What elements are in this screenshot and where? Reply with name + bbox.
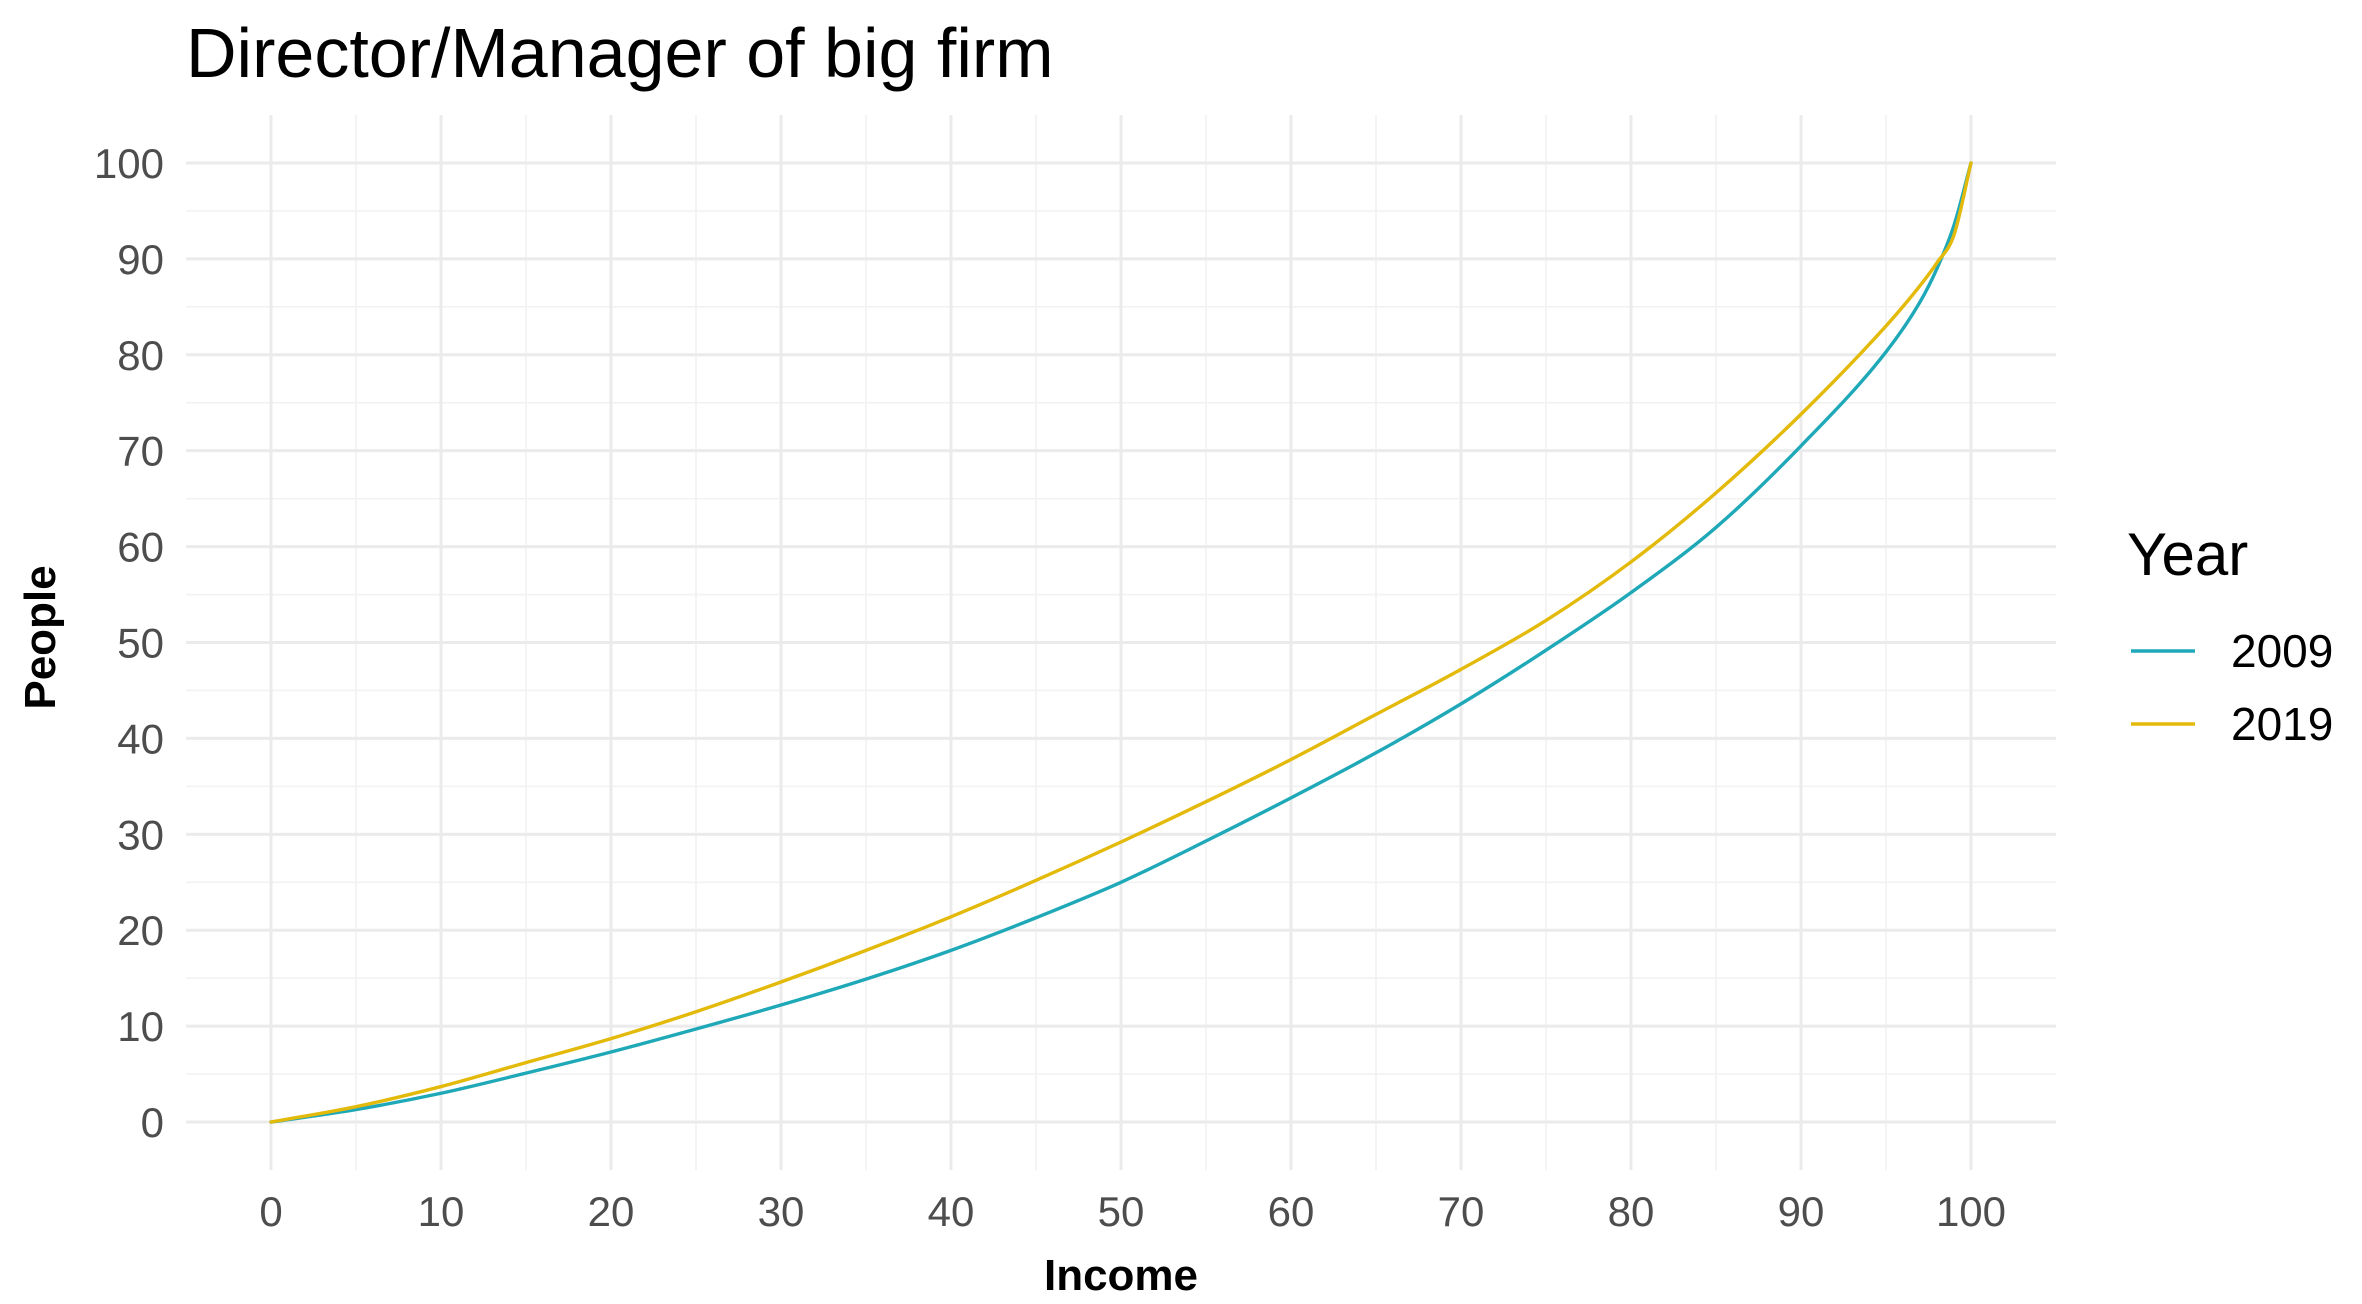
- x-tick-label: 0: [259, 1188, 282, 1235]
- series-line-2009: [269, 161, 1973, 1124]
- series-lines: [269, 161, 1973, 1124]
- x-tick-label: 90: [1778, 1188, 1825, 1235]
- grid: [186, 115, 2056, 1170]
- legend: Year 2009 2019: [2127, 521, 2333, 750]
- x-tick-label: 50: [1098, 1188, 1145, 1235]
- y-tick-label: 50: [117, 620, 164, 667]
- y-tick-label: 70: [117, 428, 164, 475]
- legend-label-2019: 2019: [2231, 698, 2333, 750]
- tick-labels: 0 10 20 30 40 50 60 70 80 90 100 0 10 20 30 40 50 60 70 80 9…: [94, 140, 2006, 1235]
- x-tick-label: 20: [588, 1188, 635, 1235]
- x-tick-label: 60: [1268, 1188, 1315, 1235]
- x-tick-label: 80: [1608, 1188, 1655, 1235]
- y-tick-label: 80: [117, 332, 164, 379]
- legend-title: Year: [2127, 521, 2248, 588]
- y-tick-label: 90: [117, 236, 164, 283]
- y-tick-label: 30: [117, 811, 164, 858]
- y-tick-label: 40: [117, 715, 164, 762]
- y-tick-label: 10: [117, 1003, 164, 1050]
- x-tick-label: 10: [418, 1188, 465, 1235]
- x-tick-label: 70: [1438, 1188, 1485, 1235]
- legend-items: 2009 2019: [2131, 625, 2333, 750]
- series-line-2019: [269, 161, 1973, 1124]
- y-tick-label: 0: [141, 1099, 164, 1146]
- x-tick-label: 100: [1936, 1188, 2006, 1235]
- chart-title: Director/Manager of big firm: [186, 14, 1054, 92]
- x-axis-title: Income: [1044, 1251, 1198, 1299]
- y-tick-label: 100: [94, 140, 164, 187]
- x-tick-label: 40: [928, 1188, 975, 1235]
- y-tick-label: 20: [117, 907, 164, 954]
- x-tick-label: 30: [758, 1188, 805, 1235]
- y-axis-title: People: [16, 565, 65, 709]
- legend-label-2009: 2009: [2231, 625, 2333, 677]
- y-tick-label: 60: [117, 524, 164, 571]
